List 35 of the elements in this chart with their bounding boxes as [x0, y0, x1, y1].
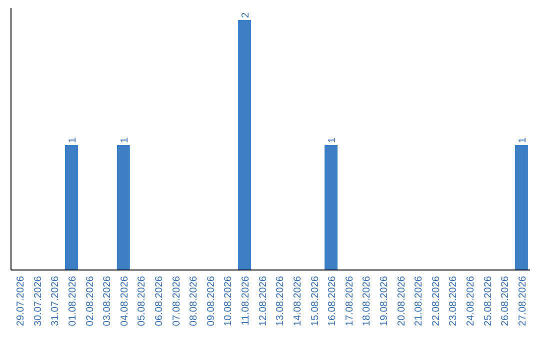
x-tick-label: 20.08.2026	[396, 276, 408, 326]
data-label: 1	[517, 137, 528, 143]
x-tick-label: 17.08.2026	[344, 276, 356, 326]
x-tick-label: 06.08.2026	[154, 276, 166, 326]
x-tick-label: 03.08.2026	[102, 276, 114, 326]
x-tick-label: 27.08.2026	[517, 276, 528, 326]
data-label: 2	[240, 12, 252, 18]
x-tick-label: 18.08.2026	[362, 276, 373, 326]
x-tick-label: 21.08.2026	[414, 276, 425, 326]
x-tick-label: 26.08.2026	[500, 276, 512, 326]
x-tick-label: 16.08.2026	[327, 276, 338, 326]
x-tick-label: 05.08.2026	[136, 276, 148, 326]
x-tick-label: 02.08.2026	[84, 276, 96, 326]
x-tick-label: 19.08.2026	[378, 276, 390, 326]
x-tick-label: 14.08.2026	[292, 276, 304, 326]
x-tick-label: 29.07.2026	[16, 276, 27, 326]
x-tick-label: 25.08.2026	[482, 276, 494, 326]
x-tick-label: 15.08.2026	[310, 276, 321, 326]
x-tick-label: 12.08.2026	[258, 276, 269, 326]
x-tick-label: 08.08.2026	[188, 276, 200, 326]
x-tick-label: 23.08.2026	[448, 276, 460, 326]
data-label: 1	[67, 137, 78, 143]
data-label: 1	[119, 137, 130, 143]
x-tick-label: 11.08.2026	[240, 276, 252, 326]
x-tick-label: 30.07.2026	[32, 276, 44, 326]
x-tick-label: 24.08.2026	[466, 276, 477, 326]
x-tick-label: 31.07.2026	[50, 276, 62, 326]
x-tick-label: 09.08.2026	[206, 276, 217, 326]
x-tick-label: 22.08.2026	[430, 276, 442, 326]
x-tick-label: 10.08.2026	[223, 276, 234, 326]
x-tick-label: 13.08.2026	[275, 276, 286, 326]
x-tick-label: 07.08.2026	[171, 276, 182, 326]
x-tick-label: 04.08.2026	[119, 276, 130, 326]
x-tick-label: 01.08.2026	[67, 276, 78, 326]
data-label: 1	[327, 137, 338, 143]
